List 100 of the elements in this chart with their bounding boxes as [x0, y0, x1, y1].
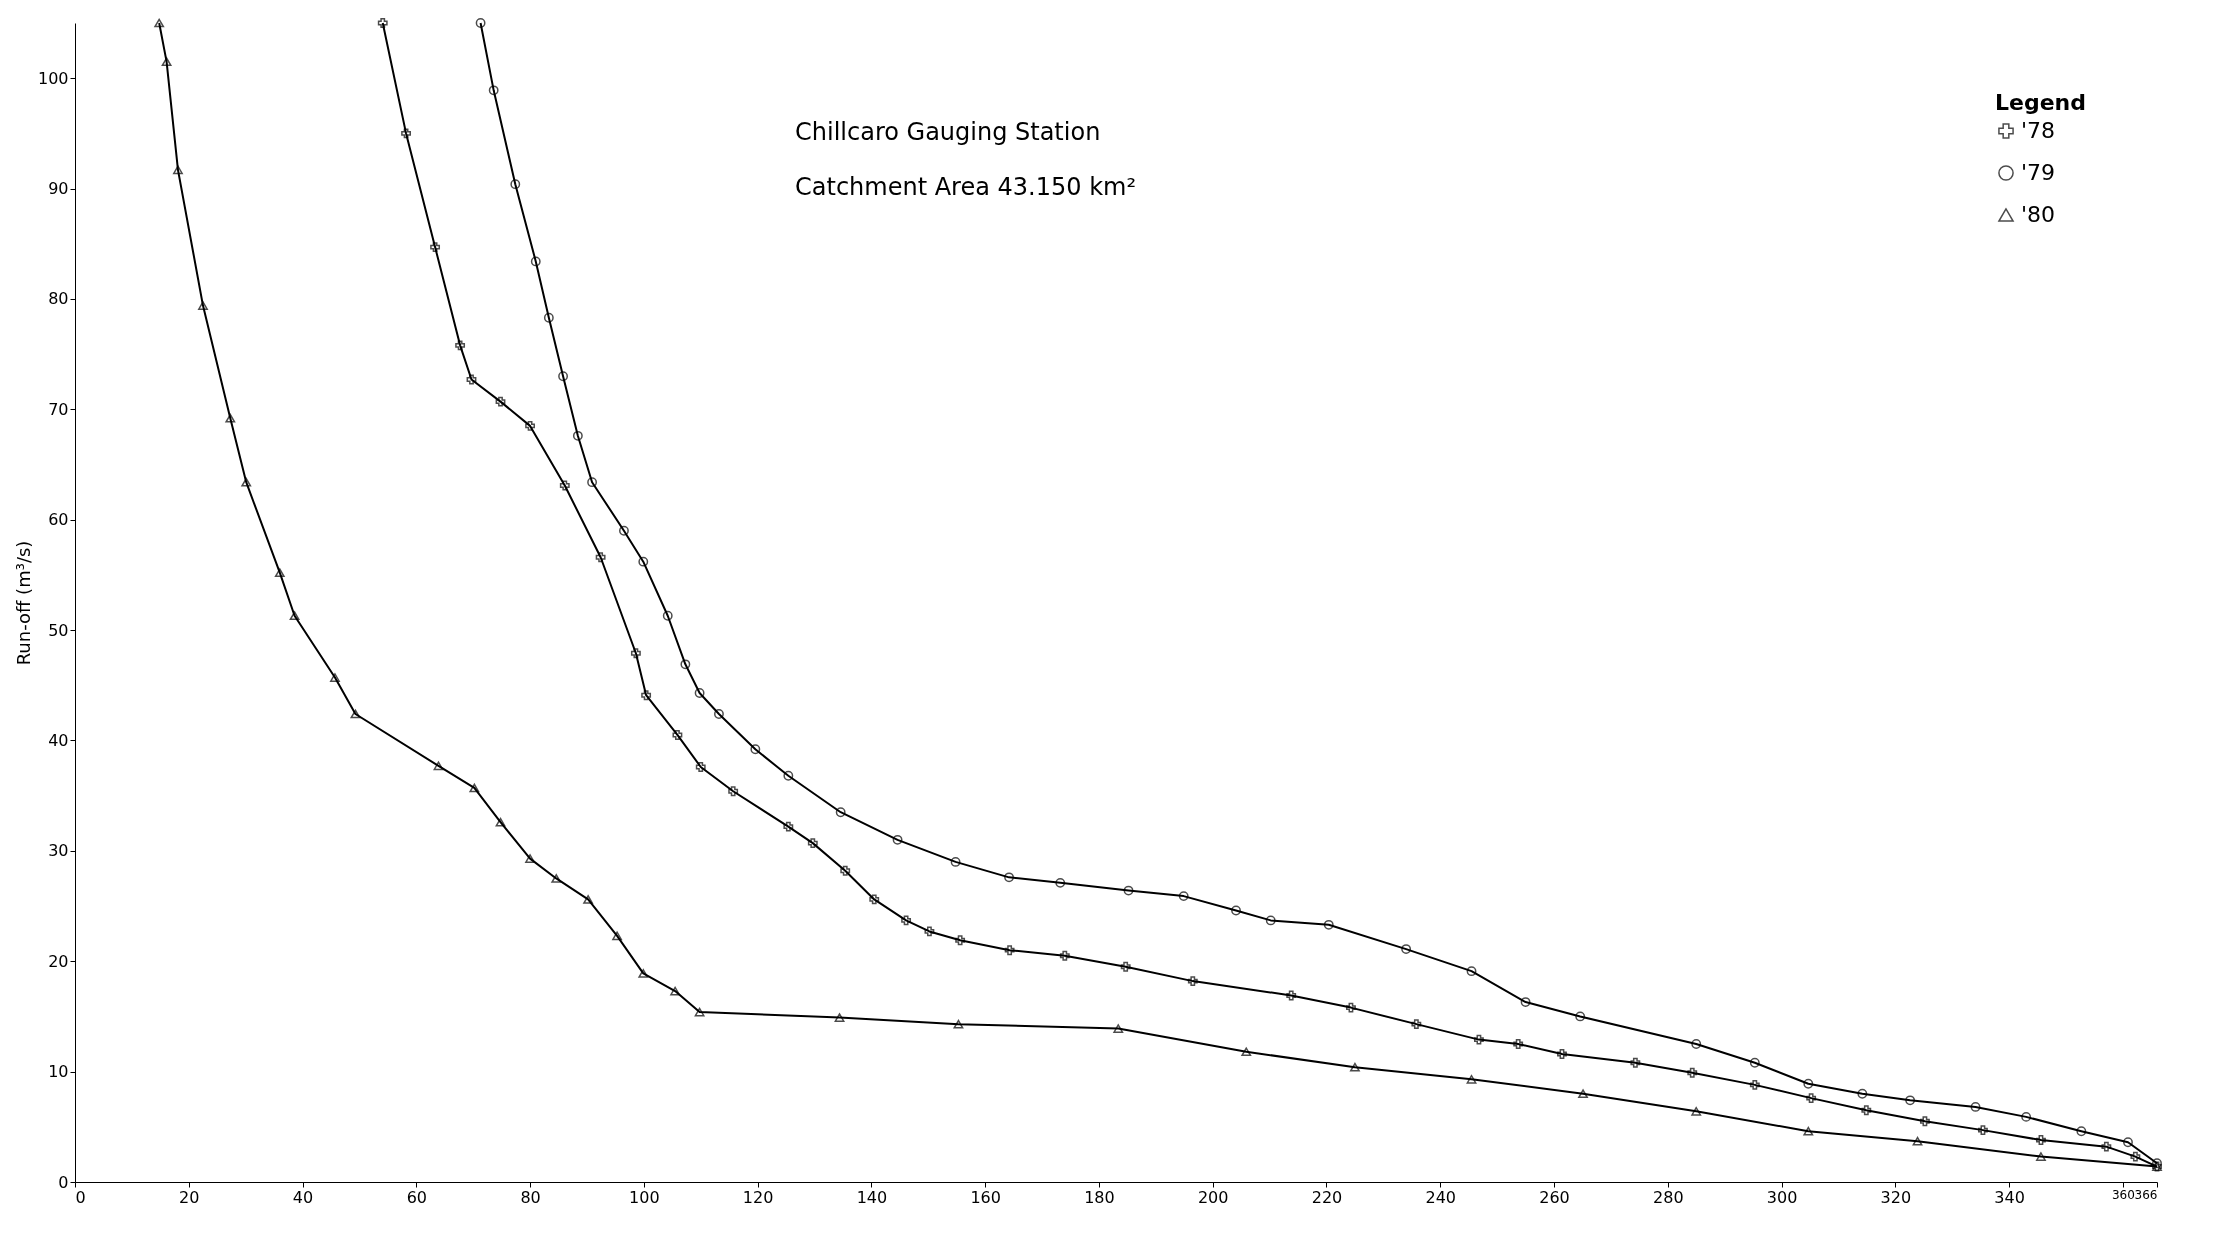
point: [612, 931, 623, 941]
x-tick-label: 200: [1197, 1187, 1229, 1207]
x-tick-label: 366: [2134, 1187, 2158, 1202]
point: [2021, 1111, 2032, 1122]
point: [1557, 1049, 1567, 1059]
x-tick-label: 20: [179, 1187, 200, 1207]
y-tick-label: 10: [48, 1062, 69, 1082]
y-tick-label: 20: [48, 951, 69, 971]
point: [1803, 1126, 1814, 1136]
point: [1231, 905, 1241, 916]
point: [525, 420, 536, 431]
y-tick-label: 60: [48, 510, 69, 530]
point: [198, 301, 208, 310]
point: [714, 709, 724, 719]
point: [1513, 1039, 1524, 1049]
point: [1803, 1078, 1814, 1089]
point: [1466, 966, 1477, 977]
point: [1187, 976, 1198, 987]
point: [1970, 1102, 1981, 1112]
point: [901, 915, 912, 926]
y-tick-label: 40: [48, 730, 69, 750]
point: [834, 1013, 845, 1022]
point: [430, 242, 441, 253]
point: [495, 817, 506, 827]
point: [835, 807, 846, 818]
point: [1059, 950, 1070, 961]
point: [1687, 1067, 1698, 1078]
point: [1178, 891, 1189, 902]
point: [807, 838, 818, 849]
point: [1857, 1088, 1868, 1099]
annotation: Catchment Area 43.150 km²: [795, 173, 1137, 201]
x-tick-label: 40: [292, 1187, 314, 1207]
x-tick-label: 300: [1766, 1187, 1798, 1207]
x-tick-label: 180: [1084, 1187, 1115, 1207]
point: [543, 312, 554, 323]
point: [1466, 1074, 1477, 1084]
point: [455, 340, 466, 351]
point: [595, 552, 606, 563]
point: [377, 18, 388, 28]
point: [466, 374, 477, 385]
x-tick-label: 80: [520, 1187, 541, 1207]
point: [154, 18, 165, 28]
point: [728, 786, 739, 797]
x-tick-label: 0: [75, 1187, 86, 1207]
x-tick-label: 140: [856, 1187, 888, 1207]
point: [1905, 1095, 1916, 1106]
point: [750, 744, 761, 755]
point: [2101, 1141, 2112, 1152]
point: [1120, 961, 1131, 972]
point: [488, 85, 499, 96]
point: [1411, 1019, 1422, 1030]
point: [1630, 1057, 1641, 1068]
point: [2036, 1135, 2046, 1145]
point: [1004, 945, 1015, 956]
x-tick-label: 260: [1539, 1187, 1570, 1207]
point: [525, 854, 536, 863]
point: [1113, 1024, 1124, 1033]
point: [641, 690, 652, 701]
point: [1265, 915, 1276, 926]
point: [672, 730, 683, 740]
point: [869, 894, 880, 905]
point: [1473, 1034, 1484, 1045]
point: [955, 935, 966, 946]
point: [1978, 1125, 1988, 1136]
point: [1401, 944, 1412, 955]
x-tick-label: 360: [2111, 1187, 2135, 1202]
point: [2130, 1151, 2141, 1162]
point: [2123, 1137, 2133, 1148]
x-tick-label: 60: [406, 1187, 427, 1207]
point: [630, 648, 641, 659]
point: [551, 874, 562, 883]
point: [1520, 997, 1531, 1007]
point: [670, 986, 681, 996]
point: [619, 525, 629, 536]
point: [1241, 1047, 1252, 1057]
point: [225, 413, 236, 423]
point: [161, 57, 172, 67]
x-tick-label: 320: [1880, 1187, 1912, 1207]
point: [530, 256, 541, 267]
point: [953, 1019, 964, 1029]
y-tick-label: 50: [48, 620, 69, 640]
point: [1806, 1093, 1817, 1104]
x-tick-label: 220: [1311, 1187, 1343, 1207]
point: [330, 673, 340, 682]
point: [680, 659, 691, 670]
point: [469, 783, 480, 793]
point: [350, 709, 361, 719]
x-tick-label: 240: [1425, 1187, 1457, 1207]
point: [1919, 1116, 1930, 1127]
point: [694, 1007, 705, 1017]
point: [662, 610, 673, 621]
point: [1575, 1011, 1586, 1022]
point: [950, 856, 961, 867]
point: [173, 165, 183, 175]
point: [1349, 1062, 1360, 1072]
point: [1691, 1106, 1702, 1116]
point: [924, 926, 935, 937]
point: [695, 762, 706, 772]
point: [583, 895, 594, 904]
y-tick-label: 90: [48, 179, 69, 199]
